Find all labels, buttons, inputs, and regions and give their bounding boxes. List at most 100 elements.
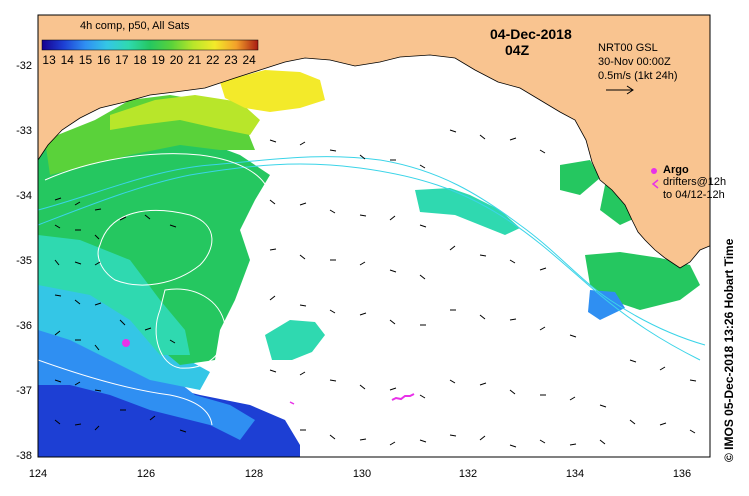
current-arrow: [539, 149, 546, 154]
current-arrow: [119, 319, 126, 326]
y-tick-label: -34: [16, 190, 32, 202]
current-arrow: [54, 379, 62, 383]
current-arrow: [479, 435, 486, 441]
current-arrow: [54, 197, 62, 201]
y-tick-label: -36: [16, 320, 32, 332]
current-arrow: [659, 366, 666, 371]
y-tick-label: -35: [16, 255, 32, 267]
current-arrow: [659, 422, 667, 426]
y-tick-label: -32: [16, 60, 32, 72]
current-arrow: [419, 439, 427, 443]
x-tick-label: 130: [353, 468, 371, 480]
current-arrow: [144, 327, 152, 331]
x-tick-label: 124: [29, 468, 47, 480]
current-arrow: [629, 419, 636, 425]
current-arrow: [299, 254, 306, 260]
colorbar-tick: 15: [78, 53, 93, 67]
colorbar-tick: 18: [133, 53, 147, 67]
drifter-track: [391, 393, 415, 401]
current-arrow: [299, 141, 306, 146]
map-date: 04-Dec-2018: [490, 26, 572, 42]
current-arrow: [269, 295, 276, 301]
drifter-track-2: [289, 401, 295, 405]
sst-middle-patch: [265, 320, 325, 360]
current-arrow: [269, 369, 277, 373]
current-arrow: [509, 318, 517, 321]
current-arrow: [54, 330, 61, 336]
current-arrow: [389, 441, 396, 446]
argo-legend-marker: [651, 168, 657, 174]
contour-200m: [38, 163, 701, 361]
current-arrow: [74, 381, 81, 386]
current-arrow: [269, 199, 276, 205]
colorbar-tick: 21: [187, 53, 202, 67]
current-arrow: [329, 309, 336, 314]
current-arrow: [449, 379, 456, 384]
land-mass: [38, 15, 710, 269]
current-arrow: [359, 312, 367, 316]
current-arrow: [94, 208, 102, 211]
current-arrow: [149, 415, 156, 421]
current-arrow: [269, 248, 277, 251]
current-arrow: [479, 254, 487, 257]
current-arrow: [119, 216, 127, 221]
sst-east-green: [560, 160, 600, 195]
x-axis: 124 126 128 130 132 134 136: [29, 468, 691, 480]
current-arrow: [389, 215, 396, 221]
current-arrow: [689, 429, 696, 434]
current-arrow: [569, 443, 577, 446]
current-arrow: [449, 129, 457, 133]
current-arrow: [329, 434, 336, 440]
current-arrow: [419, 164, 426, 169]
colorbar-tick: 22: [206, 53, 220, 67]
contour-white-loop-1: [97, 209, 213, 286]
sst-sa-gulf-cyan: [588, 290, 625, 320]
x-tick-label: 136: [673, 468, 691, 480]
current-arrow: [94, 302, 102, 306]
colorbar-title: 4h comp, p50, All Sats: [80, 20, 190, 32]
current-arrow: [54, 224, 61, 229]
current-arrow: [299, 371, 306, 376]
current-arrow: [54, 259, 60, 266]
current-arrow: [169, 224, 177, 228]
x-tick-label: 126: [137, 468, 155, 480]
plot-frame: [37, 14, 711, 458]
sst-yellow-north: [220, 70, 325, 112]
current-arrow: [299, 304, 307, 307]
colorbar-tick: 17: [115, 53, 129, 67]
current-arrow: [359, 261, 366, 266]
current-arrow: [54, 294, 62, 297]
contour-white-3: [38, 359, 213, 426]
x-tick-label: 128: [245, 468, 263, 480]
current-arrow: [449, 434, 457, 437]
current-arrow: [539, 326, 546, 331]
credit-text: © IMOS 05-Dec-2018 13:26 Hobart Time: [722, 238, 736, 462]
current-arrow: [419, 394, 426, 399]
bathymetry-contours: [38, 153, 706, 426]
current-arrow: [269, 139, 277, 143]
sst-teal-band: [38, 235, 190, 355]
current-arrow: [329, 149, 337, 152]
argo-markers: [122, 339, 415, 405]
current-scale-arrow: [606, 85, 634, 95]
sst-lime: [110, 95, 260, 135]
current-info: NRT00 GSL 30-Nov 00:00Z 0.5m/s (1kt 24h): [598, 41, 677, 83]
current-arrow: [94, 234, 100, 240]
current-arrow: [569, 334, 577, 338]
current-arrow: [299, 202, 307, 206]
current-arrow: [389, 269, 397, 273]
colorbar-tick: 19: [151, 53, 165, 67]
colorbar-tick: 16: [96, 53, 111, 67]
current-arrow: [629, 359, 637, 363]
current-arrow: [359, 154, 366, 160]
current-arrow: [74, 201, 81, 206]
current-arrow: [359, 438, 367, 441]
current-arrow: [479, 134, 486, 140]
x-tick-label: 132: [459, 468, 477, 480]
drifter-legend-line: to 04/12-12h: [663, 189, 725, 201]
current-info-line: 30-Nov 00:00Z: [598, 56, 671, 68]
argo-legend-label: Argo: [663, 164, 689, 176]
map-hour: 04Z: [505, 42, 530, 58]
current-arrow: [449, 245, 456, 251]
